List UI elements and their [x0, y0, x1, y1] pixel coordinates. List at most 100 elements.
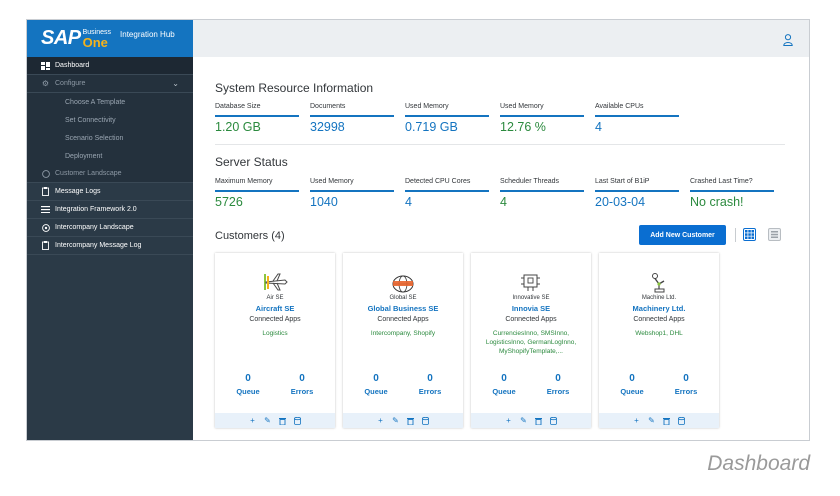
customer-logo-text: Machine Ltd. — [641, 295, 677, 301]
airplane-logo-icon — [264, 273, 288, 291]
customer-name[interactable]: Global Business SE — [367, 304, 439, 313]
sidebar-item-configure[interactable]: ⚙ Configure ⌄ — [27, 75, 193, 93]
customer-name[interactable]: Innovia SE — [511, 304, 551, 313]
add-icon[interactable]: + — [250, 416, 255, 425]
edit-icon[interactable]: ✎ — [520, 416, 527, 425]
sidebar-item-deployment[interactable]: Deployment — [27, 147, 193, 165]
globe-logo-icon — [392, 275, 414, 293]
card-actions: + ✎ — [599, 413, 719, 428]
queue-label: Queue — [364, 387, 388, 396]
delete-icon[interactable] — [663, 416, 671, 425]
metric-documents: Documents 32998 — [310, 103, 405, 134]
metric-label: Scheduler Threads — [500, 178, 560, 185]
sidebar-item-choose-template[interactable]: Choose A Template — [27, 93, 193, 111]
connected-apps-list: CurrenciesInno, SMSInno, LogisticsInno, … — [485, 330, 577, 355]
metric-underline — [690, 190, 774, 192]
sidebar-item-integration-framework[interactable]: Integration Framework 2.0 — [27, 201, 193, 219]
sidebar-item-label: Customer Landscape — [55, 170, 122, 177]
add-icon[interactable]: + — [634, 416, 639, 425]
grid-view-icon[interactable] — [743, 228, 756, 241]
errors-count: 0 — [683, 373, 689, 384]
connected-apps-list: Webshop1, DHL — [635, 330, 683, 337]
customer-card-global-business[interactable]: Global SE Global Business SE Connected A… — [343, 253, 463, 428]
metric-database-size: Database Size 1.20 GB — [215, 103, 310, 134]
customer-card-aircraft[interactable]: Air SE Aircraft SE Connected Apps Logist… — [215, 253, 335, 428]
figure-caption: Dashboard — [707, 452, 810, 475]
logo-bar: SAP Business One Integration Hub — [27, 20, 193, 57]
database-icon[interactable] — [678, 416, 686, 425]
chevron-down-icon: ⌄ — [172, 79, 179, 88]
metric-label: Detected CPU Cores — [405, 178, 471, 185]
metric-used-memory-percent: Used Memory 12.76 % — [500, 103, 595, 134]
database-icon[interactable] — [294, 416, 302, 425]
customer-card-machinery[interactable]: Machine Ltd. Machinery Ltd. Connected Ap… — [599, 253, 719, 428]
metric-underline — [595, 190, 679, 192]
clipboard-icon — [41, 187, 50, 196]
sidebar-item-set-connectivity[interactable]: Set Connectivity — [27, 111, 193, 129]
errors-stat[interactable]: 0 Errors — [286, 373, 318, 396]
sidebar-item-label: Deployment — [65, 152, 103, 160]
add-new-customer-button[interactable]: Add New Customer — [639, 225, 726, 245]
user-icon[interactable] — [783, 33, 793, 46]
queue-count: 0 — [245, 373, 251, 384]
queue-stat[interactable]: 0 Queue — [360, 373, 392, 396]
card-actions: + ✎ — [343, 413, 463, 428]
metric-underline — [405, 190, 489, 192]
delete-icon[interactable] — [407, 416, 415, 425]
sidebar-item-intercompany-message-log[interactable]: Intercompany Message Log — [27, 237, 193, 255]
list-view-icon[interactable] — [768, 228, 781, 241]
errors-count: 0 — [555, 373, 561, 384]
queue-stat[interactable]: 0 Queue — [232, 373, 264, 396]
sidebar-item-dashboard[interactable]: Dashboard — [27, 57, 193, 75]
metric-label: Last Start of B1iP — [595, 178, 650, 185]
customer-logo: Machine Ltd. — [599, 265, 719, 301]
metric-underline — [595, 115, 679, 117]
sidebar-item-label: Configure — [55, 80, 86, 87]
view-toggle-divider — [735, 228, 736, 242]
metric-last-start: Last Start of B1iP 20-03-04 — [595, 178, 690, 209]
metric-label: Crashed Last Time? — [690, 178, 753, 185]
sidebar: SAP Business One Integration Hub Dashboa… — [27, 20, 193, 440]
card-actions: + ✎ — [471, 413, 591, 428]
errors-stat[interactable]: 0 Errors — [670, 373, 702, 396]
sidebar-item-customer-landscape[interactable]: Customer Landscape — [27, 165, 193, 183]
connected-apps-heading: Connected Apps — [505, 316, 557, 323]
errors-stat[interactable]: 0 Errors — [414, 373, 446, 396]
delete-icon[interactable] — [279, 416, 287, 425]
edit-icon[interactable]: ✎ — [648, 416, 655, 425]
errors-label: Errors — [546, 387, 570, 396]
customer-logo-text: Global SE — [389, 295, 417, 301]
logo-one-text: One — [82, 34, 108, 50]
customer-card-innovia[interactable]: Innovative SE Innovia SE Connected Apps … — [471, 253, 591, 428]
sidebar-item-message-logs[interactable]: Message Logs — [27, 183, 193, 201]
customer-logo: Air SE — [215, 265, 335, 301]
database-icon[interactable] — [422, 416, 430, 425]
add-icon[interactable]: + — [378, 416, 383, 425]
errors-stat[interactable]: 0 Errors — [542, 373, 574, 396]
edit-icon[interactable]: ✎ — [264, 416, 271, 425]
connected-apps-heading: Connected Apps — [249, 316, 301, 323]
metric-value: 4 — [595, 120, 602, 134]
menu-lines-icon — [41, 205, 50, 214]
metric-used-memory: Used Memory 1040 — [310, 178, 405, 209]
queue-stat[interactable]: 0 Queue — [616, 373, 648, 396]
wrench-icon: ⚙ — [41, 79, 50, 88]
metric-value: 1040 — [310, 195, 338, 209]
globe-icon — [41, 223, 50, 232]
edit-icon[interactable]: ✎ — [392, 416, 399, 425]
customer-name[interactable]: Machinery Ltd. — [632, 304, 686, 313]
metric-value: 4 — [500, 195, 507, 209]
sidebar-item-intercompany-landscape[interactable]: Intercompany Landscape — [27, 219, 193, 237]
metric-label: Used Memory — [310, 178, 354, 185]
add-icon[interactable]: + — [506, 416, 511, 425]
server-metrics: Maximum Memory 5726 Used Memory 1040 Det… — [215, 178, 785, 209]
metric-label: Maximum Memory — [215, 178, 273, 185]
metric-value: 0.719 GB — [405, 120, 458, 134]
sidebar-item-label: Scenario Selection — [65, 134, 124, 142]
sidebar-item-scenario-selection[interactable]: Scenario Selection — [27, 129, 193, 147]
delete-icon[interactable] — [535, 416, 543, 425]
metric-value: 4 — [405, 195, 412, 209]
customer-name[interactable]: Aircraft SE — [255, 304, 295, 313]
queue-stat[interactable]: 0 Queue — [488, 373, 520, 396]
database-icon[interactable] — [550, 416, 558, 425]
